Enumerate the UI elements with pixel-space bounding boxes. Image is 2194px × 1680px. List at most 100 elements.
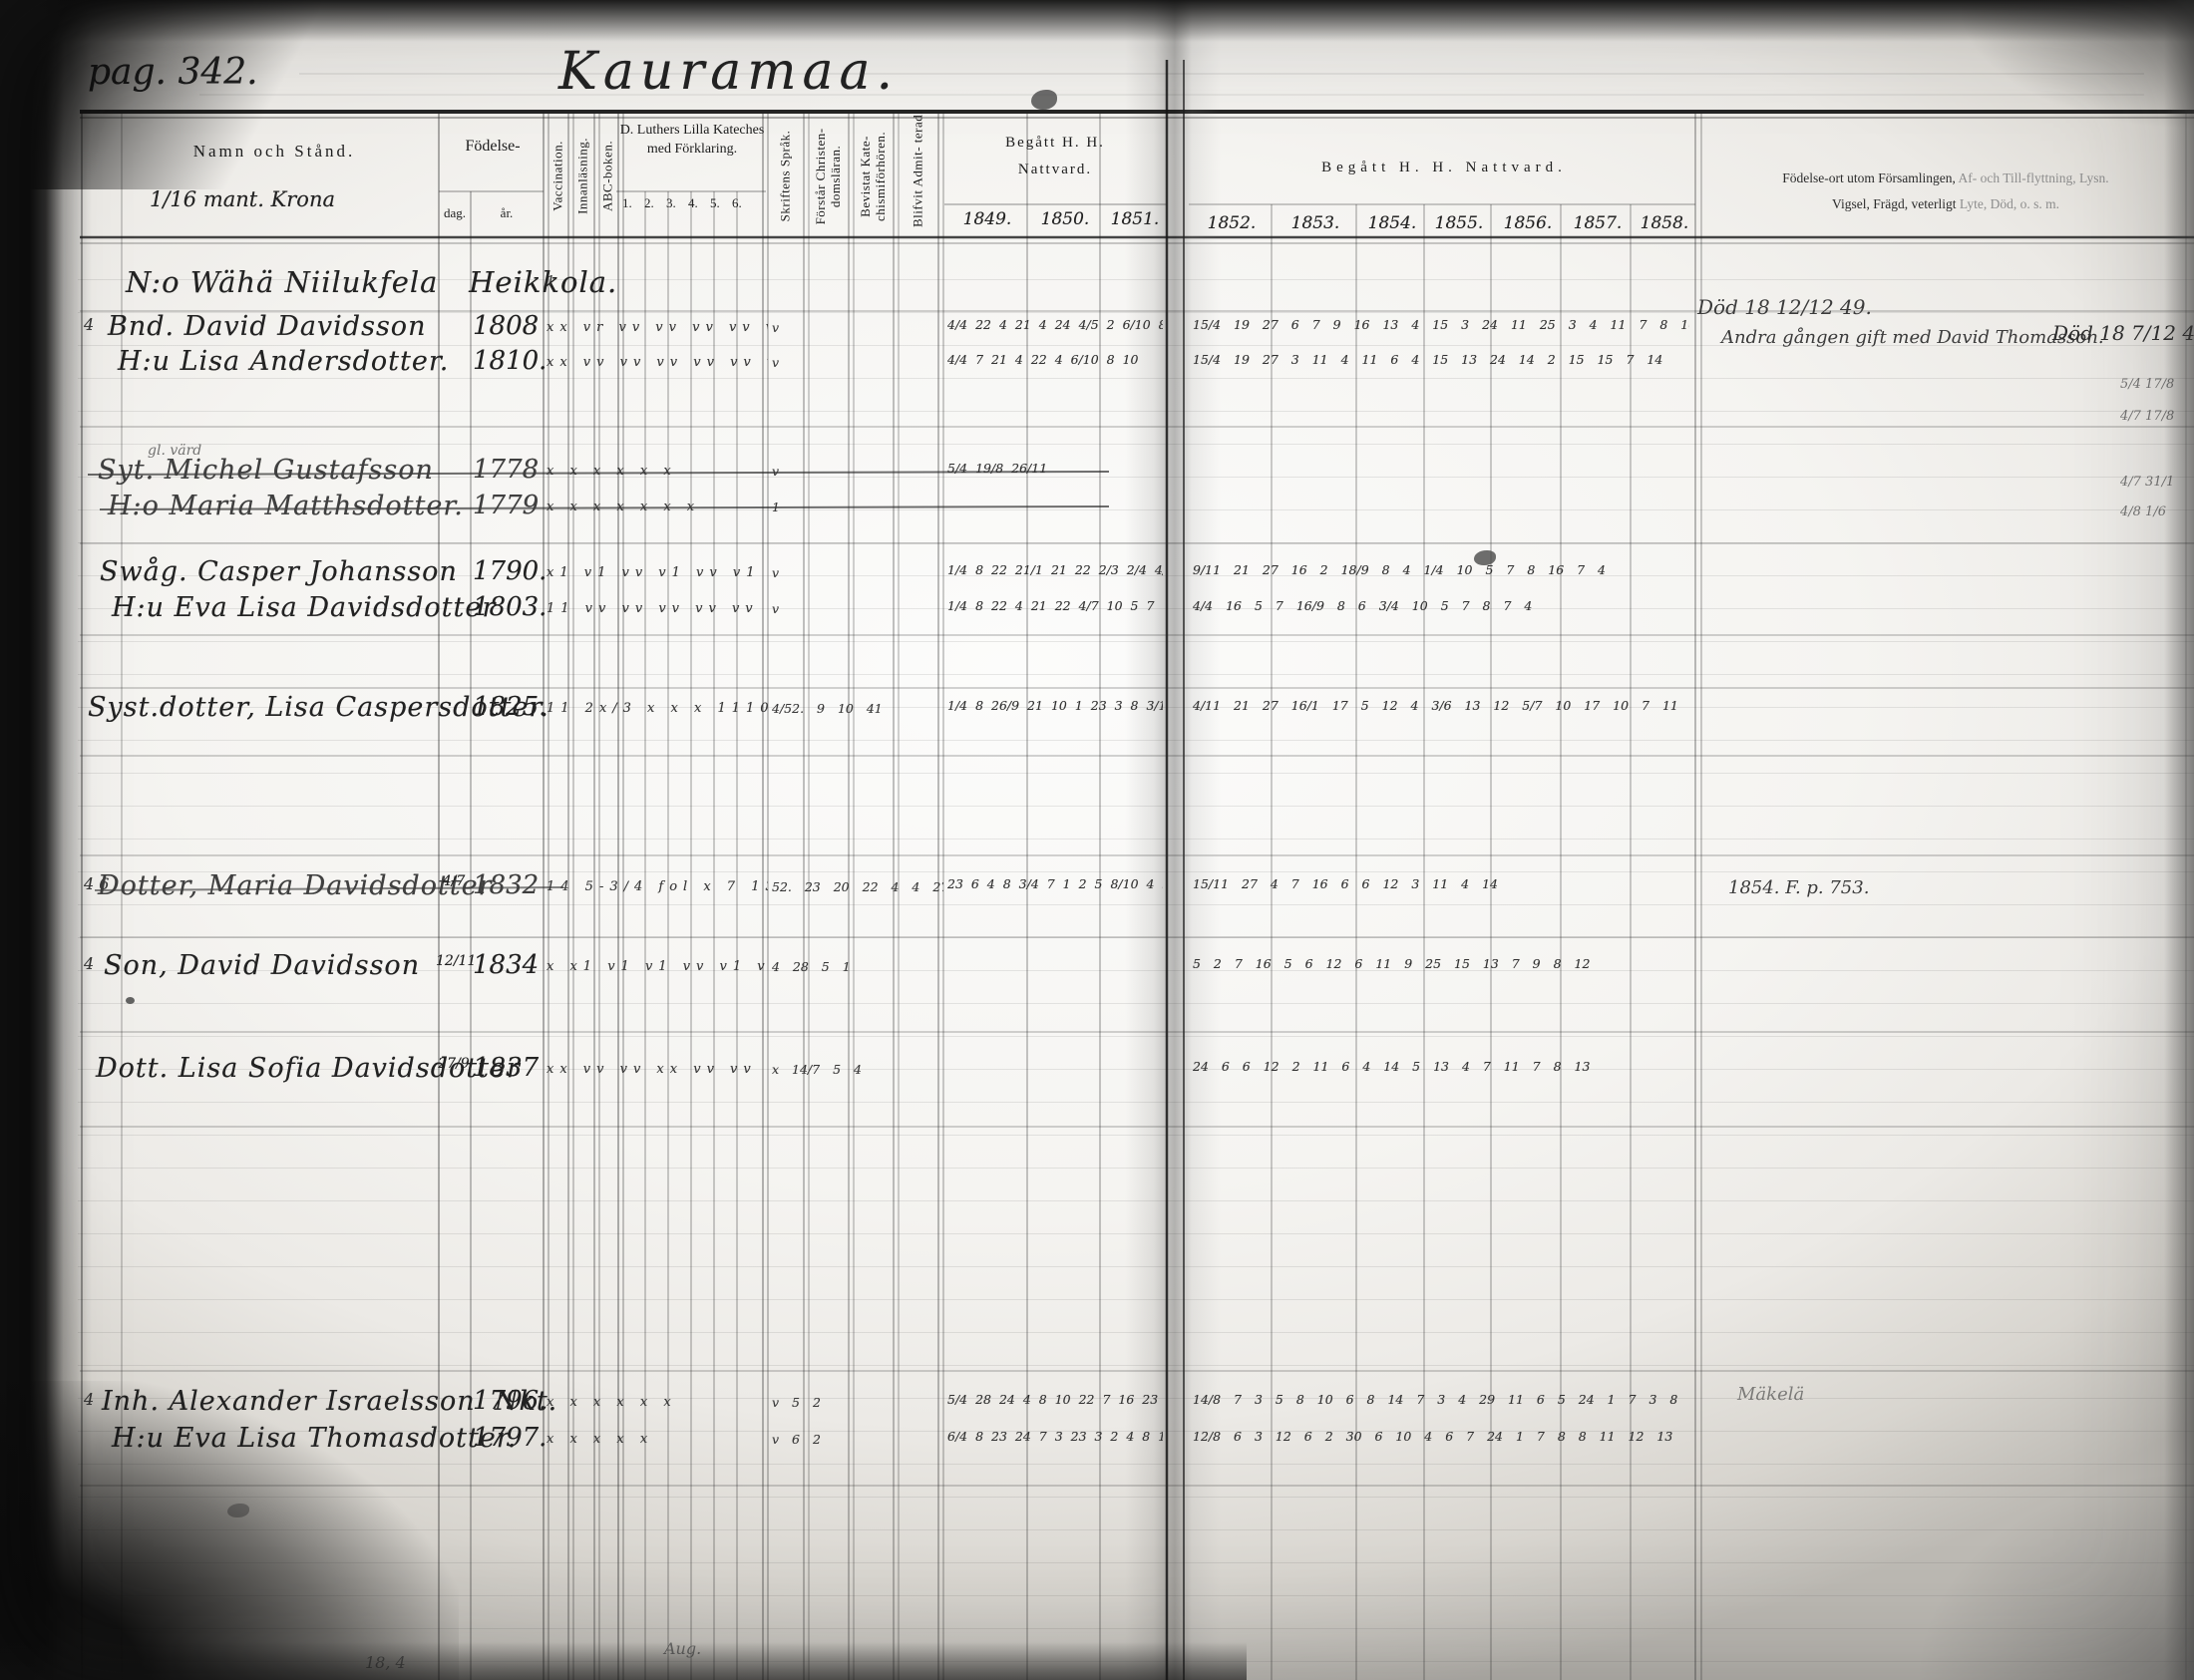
year-1853: 1853. bbox=[1290, 213, 1340, 233]
year-1858: 1858. bbox=[1640, 213, 1689, 233]
farm-name: N:o Wähä Niilukfela Heikkola. bbox=[126, 265, 618, 299]
col-header-birth: Födelse- bbox=[465, 138, 521, 155]
reading-marks: x1 v1 vv v1 vv v1 v1 bbox=[547, 565, 761, 580]
table-row: 4 Son, David Davidsson 12/11 1834 x x1 v… bbox=[0, 950, 2194, 992]
col-header-innanlasning: Innanläsning. bbox=[574, 138, 590, 214]
assessment-marks: v bbox=[772, 601, 780, 616]
person-name: Swåg. Casper Johansson bbox=[100, 556, 458, 587]
reading-marks: x x x x x x bbox=[547, 464, 677, 479]
reading-marks: 11 vv vv vv vv vv v bbox=[547, 601, 768, 616]
reading-marks: 14 5-3/4 fol x 7 13 7 bbox=[547, 879, 768, 894]
table-row: Syst.dotter, Lisa Caspersdotter. 1825. 1… bbox=[0, 692, 2194, 734]
year-1854: 1854. bbox=[1367, 213, 1417, 233]
stray-marks: Aug. bbox=[664, 1639, 702, 1658]
communion-marks-right: 24 6 6 12 2 11 6 4 14 5 13 4 7 11 7 8 13 bbox=[1193, 1060, 1591, 1074]
birth-year: 1834 bbox=[473, 950, 540, 980]
col-header-abc-boken: ABC-boken. bbox=[599, 140, 615, 212]
person-name: Bnd. David Davidsson bbox=[108, 311, 427, 342]
page-number: pag. 342. bbox=[88, 52, 258, 93]
book-binding-shadow bbox=[1125, 0, 1221, 1680]
col-header-blifvit-admitterad: Blifvit Admit- terad. bbox=[910, 110, 925, 227]
table-row: H:u Lisa Andersdotter. 1810. xx vv vv vv… bbox=[0, 346, 2194, 388]
year-1849: 1849. bbox=[962, 209, 1012, 229]
person-name: Son, David Davidsson bbox=[104, 950, 421, 981]
birth-year: 1832 bbox=[473, 870, 540, 900]
remarks-line2-dark: Vigsel, Frägd, veterligt bbox=[1832, 195, 1957, 211]
communion-marks-left: 1/4 8 26/9 21 10 1 23 3 8 3/10 bbox=[947, 699, 1163, 713]
birth-year: 1790. bbox=[473, 556, 548, 586]
year-1856: 1856. bbox=[1503, 213, 1553, 233]
table-row: H:u Eva Lisa Thomasdotter. 1797. x x x x… bbox=[0, 1423, 2194, 1465]
table-row-struck: Syt. Michel Gustafsson 1778 x x x x x x … bbox=[0, 455, 2194, 497]
communion-marks-right: 5 2 7 16 5 6 12 6 11 9 25 15 13 7 9 8 12 bbox=[1193, 957, 1591, 971]
remarks-line2-light: Lyte, Död, o. s. m. bbox=[1956, 195, 2059, 211]
place-note: Mäkelä bbox=[1737, 1384, 1805, 1405]
col-header-vaccination: Vaccination. bbox=[549, 141, 565, 211]
birth-year: 1810. bbox=[473, 346, 548, 376]
status-note: gl. värd bbox=[148, 443, 202, 459]
person-name: Dotter, Maria Davidsdotter bbox=[98, 870, 493, 901]
assessment-marks: 1 bbox=[772, 500, 780, 514]
remarks-line1-light: Af- och Till-flyttning, Lysn. bbox=[1955, 170, 2109, 185]
col-header-forstar-christendomslaran: Förstår Christen- domsläran. bbox=[813, 128, 843, 225]
death-note-2: Död 18 7/12 48. bbox=[2052, 321, 2194, 345]
reading-marks: x x x x x bbox=[547, 1432, 654, 1447]
death-note: Död 18 12/12 49. bbox=[1697, 295, 1872, 319]
communion-marks-right: 4/11 21 27 16/1 17 5 12 4 3/6 13 12 5/7 … bbox=[1193, 699, 1678, 713]
col-header-remarks: Födelse-ort utom Församlingen, Af- och T… bbox=[1715, 166, 2176, 216]
assessment-marks: 52. 23 20 22 4 4 27 19 4 bbox=[772, 879, 943, 894]
communion-marks-left: 5/4 28 24 4 8 10 22 7 16 23 3 8 2 11 bbox=[947, 1393, 1159, 1407]
reading-marks: xx vv vv vv vv vv vv bbox=[547, 355, 768, 370]
kateches-subcolumn-numbers: 1. 2. 3. 4. 5. 6. bbox=[622, 195, 742, 210]
stray-marks: 5/4 17/8 bbox=[2120, 377, 2175, 392]
reading-marks: x x1 v1 v1 vv v1 v 3/7 bbox=[547, 959, 765, 974]
col-header-communion-left: Begått H. H. Nattvard. bbox=[1005, 135, 1105, 177]
communion-marks-right: 15/11 27 4 7 16 6 6 12 3 11 4 14 bbox=[1193, 877, 1498, 891]
communion-marks-left: 4/4 22 4 21 4 24 4/5 2 6/10 8 bbox=[947, 318, 1163, 332]
col-header-kateches: D. Luthers Lilla Kateches med Förklaring… bbox=[619, 123, 765, 157]
col-header-skriftens-sprak: Skriftens Språk. bbox=[777, 130, 793, 222]
heading-mark: 1 bbox=[547, 274, 561, 289]
stray-marks: 4/7 31/1 bbox=[2120, 475, 2175, 490]
stray-marks: 4/8 1/6 bbox=[2120, 504, 2166, 519]
page-title: Kauramaa. bbox=[558, 42, 900, 102]
col-header-name: Namn och Stånd. bbox=[192, 142, 356, 161]
col-header-communion-right: Begått H. H. Nattvard. bbox=[1321, 160, 1567, 175]
communion-marks-left: 1/4 8 22 21/1 21 22 2/3 2/4 4/7 10 5 7 1… bbox=[947, 563, 1163, 577]
remarks-line1-dark: Födelse-ort utom Församlingen, bbox=[1782, 170, 1956, 185]
remarriage-note: Andra gången gift med David Thomasson. bbox=[1721, 327, 2104, 348]
birth-year: 1825. bbox=[473, 692, 548, 722]
ink-smudge bbox=[1474, 550, 1496, 565]
table-row: Dott. Lisa Sofia Davidsdotter 27/9 1837 … bbox=[0, 1053, 2194, 1095]
communion-marks-right: 9/11 21 27 16 2 18/9 8 4 1/4 10 5 7 8 16… bbox=[1193, 563, 1607, 577]
reading-marks: x x x x x x x bbox=[547, 500, 701, 514]
table-row: H:u Eva Lisa Davidsdotter 1803. 11 vv vv… bbox=[0, 592, 2194, 634]
table-row-struck: H:o Maria Matthsdotter. 1779 x x x x x x… bbox=[0, 491, 2194, 532]
birth-day: 12/11 bbox=[436, 953, 477, 969]
assessment-marks: v bbox=[772, 320, 780, 335]
assessment-marks: 4 28 5 1 bbox=[772, 959, 851, 974]
year-1857: 1857. bbox=[1573, 213, 1623, 233]
year-1850: 1850. bbox=[1040, 209, 1090, 229]
ink-dot bbox=[126, 997, 135, 1004]
farm-heading-row: N:o Wähä Niilukfela Heikkola. 1 bbox=[0, 265, 2194, 307]
table-row: 4 Inh. Alexander Israelsson Nkt. 1796. x… bbox=[0, 1386, 2194, 1428]
table-row: Swåg. Casper Johansson 1790. x1 v1 vv v1… bbox=[0, 556, 2194, 598]
communion-marks-right: 15/4 19 27 6 7 9 16 13 4 15 3 24 11 25 3… bbox=[1193, 318, 1689, 332]
stray-marks: 4/7 17/8 bbox=[2120, 409, 2175, 424]
reading-marks: 11 2x/3 x x x 1110 bbox=[547, 701, 768, 716]
name-subnote: 1/16 mant. Krona bbox=[150, 187, 335, 211]
col-header-birth-year: år. bbox=[500, 205, 514, 220]
person-name: H:u Lisa Andersdotter. bbox=[118, 346, 450, 377]
communion-marks-left: 5/4 19/8 26/11 bbox=[947, 462, 1048, 476]
stray-marks: 18, 4 bbox=[365, 1653, 406, 1672]
communion-marks-right: 12/8 6 3 12 6 2 30 6 10 4 6 7 24 1 7 8 8… bbox=[1193, 1430, 1673, 1444]
birth-day: 27/9 bbox=[438, 1056, 470, 1072]
birth-year: 1797. bbox=[473, 1423, 548, 1453]
person-name: H:u Eva Lisa Davidsdotter bbox=[112, 592, 497, 623]
birth-year: 1837 bbox=[473, 1053, 540, 1083]
birth-year: 1796. bbox=[473, 1386, 548, 1416]
col-header-birth-day: dag. bbox=[443, 205, 467, 220]
